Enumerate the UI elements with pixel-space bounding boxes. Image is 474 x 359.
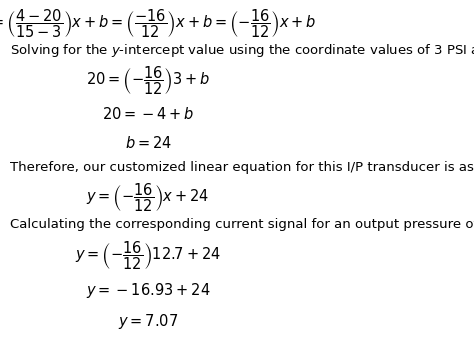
Text: Solving for the $y$-intercept value using the coordinate values of 3 PSI and 20 : Solving for the $y$-intercept value usin… xyxy=(10,42,474,59)
Text: $y = \left(-\dfrac{16}{12}\right)12.7 + 24$: $y = \left(-\dfrac{16}{12}\right)12.7 + … xyxy=(75,240,221,272)
Text: $b = 24$: $b = 24$ xyxy=(125,135,172,151)
Text: $y = \left(\dfrac{4-20}{15-3}\right)x + b = \left(\dfrac{-16}{12}\right)x + b = : $y = \left(\dfrac{4-20}{15-3}\right)x + … xyxy=(0,7,316,40)
Text: Calculating the corresponding current signal for an output pressure of 12.7 PSI:: Calculating the corresponding current si… xyxy=(10,218,474,231)
Text: $y = -16.93 + 24$: $y = -16.93 + 24$ xyxy=(86,281,210,300)
Text: Therefore, our customized linear equation for this I/P transducer is as follows:: Therefore, our customized linear equatio… xyxy=(10,161,474,174)
Text: $y = \left(-\dfrac{16}{12}\right)x + 24$: $y = \left(-\dfrac{16}{12}\right)x + 24$ xyxy=(86,182,210,214)
Text: $20 = -4 + b$: $20 = -4 + b$ xyxy=(102,106,194,122)
Text: $20 = \left(-\dfrac{16}{12}\right)3 + b$: $20 = \left(-\dfrac{16}{12}\right)3 + b$ xyxy=(86,65,210,97)
Text: $y = 7.07$: $y = 7.07$ xyxy=(118,312,178,331)
